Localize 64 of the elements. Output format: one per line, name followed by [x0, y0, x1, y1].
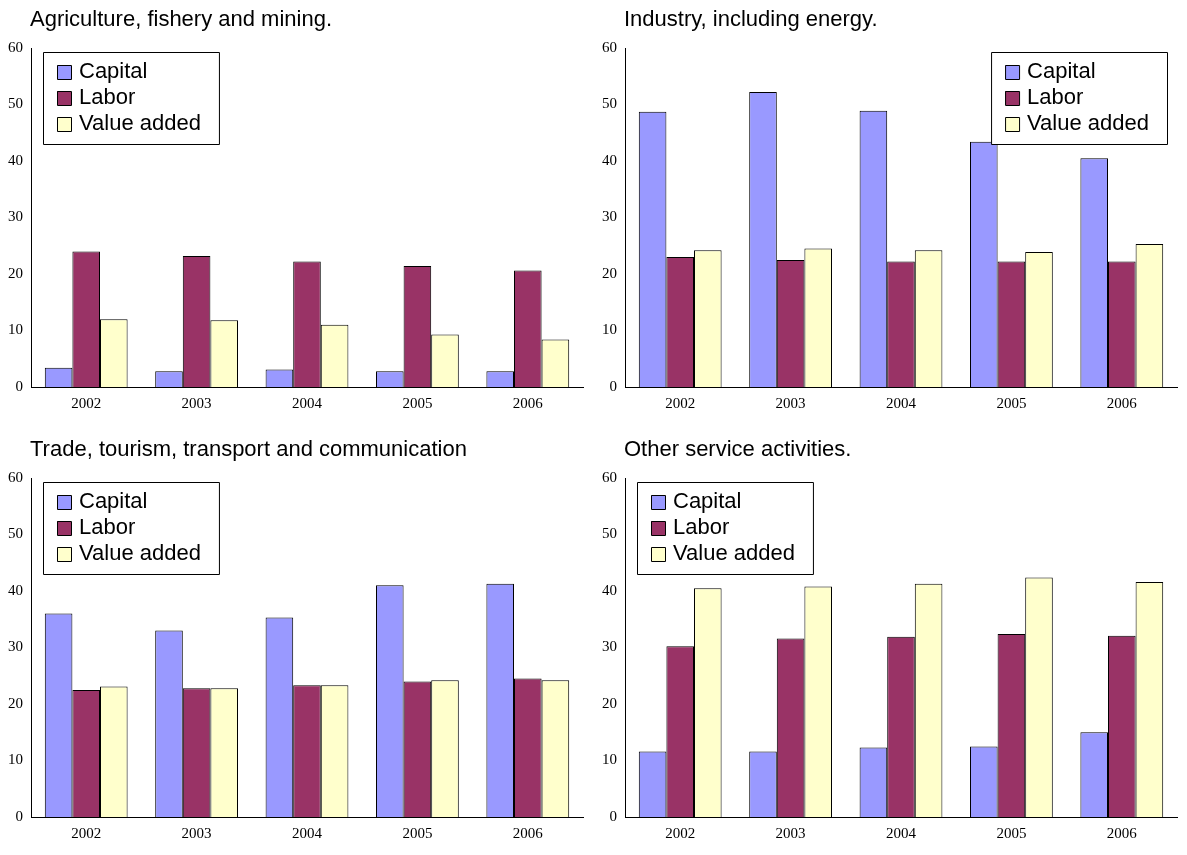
x-tick-label: 2006: [1106, 394, 1138, 411]
legend-label: Capital: [79, 488, 148, 514]
y-tick-label: 60: [8, 468, 23, 485]
y-tick-label: 40: [602, 581, 617, 598]
y-tick-label: 60: [602, 468, 617, 485]
chart-title: Industry, including energy.: [624, 6, 878, 32]
y-tick-label: 10: [602, 751, 617, 768]
y-tick-label: 60: [602, 38, 617, 55]
y-tick-label: 20: [602, 264, 617, 281]
y-tick-label: 0: [15, 807, 23, 824]
y-tick-label: 0: [15, 377, 23, 394]
y-tick-label: 10: [8, 321, 23, 338]
y-tick-label: 30: [8, 638, 23, 655]
legend-label: Capital: [1027, 58, 1096, 84]
chart-title: Trade, tourism, transport and communication: [30, 436, 467, 462]
y-tick-label: 30: [602, 638, 617, 655]
x-tick-label: 2003: [775, 394, 806, 411]
x-tick-label: 2002: [71, 394, 102, 411]
legend-label: Labor: [673, 514, 730, 540]
y-tick-label: 30: [602, 208, 617, 225]
legend-label: Labor: [1027, 84, 1084, 110]
y-tick-label: 40: [8, 581, 23, 598]
x-tick-label: 2003: [181, 394, 212, 411]
legend-label: Capital: [673, 488, 742, 514]
y-tick-label: 50: [602, 95, 617, 112]
y-tick-label: 40: [8, 151, 23, 168]
x-tick-label: 2005: [996, 394, 1027, 411]
x-tick-label: 2006: [512, 394, 544, 411]
legend-label: Labor: [79, 84, 136, 110]
x-tick-label: 2006: [512, 824, 544, 841]
y-tick-label: 50: [602, 525, 617, 542]
x-tick-label: 2004: [292, 824, 323, 841]
x-tick-label: 2006: [1106, 824, 1138, 841]
chart-title: Other service activities.: [624, 436, 852, 462]
y-tick-label: 50: [8, 95, 23, 112]
x-tick-label: 2002: [71, 824, 102, 841]
y-tick-label: 20: [602, 694, 617, 711]
legend-label: Labor: [79, 514, 136, 540]
x-tick-label: 2004: [292, 394, 323, 411]
y-tick-label: 30: [8, 208, 23, 225]
y-tick-label: 10: [602, 321, 617, 338]
chart-title: Agriculture, fishery and mining.: [30, 6, 333, 32]
x-tick-label: 2005: [402, 824, 433, 841]
y-tick-label: 20: [8, 694, 23, 711]
legend-label: Value added: [79, 110, 201, 136]
x-tick-label: 2003: [181, 824, 212, 841]
x-tick-label: 2003: [775, 824, 806, 841]
y-tick-label: 20: [8, 264, 23, 281]
y-tick-label: 10: [8, 751, 23, 768]
y-tick-label: 60: [8, 38, 23, 55]
x-tick-label: 2005: [996, 824, 1027, 841]
y-tick-label: 50: [8, 525, 23, 542]
x-tick-label: 2002: [665, 394, 696, 411]
legend-label: Value added: [79, 540, 201, 566]
legend-label: Value added: [673, 540, 795, 566]
x-tick-label: 2005: [402, 394, 433, 411]
y-tick-label: 0: [609, 377, 617, 394]
x-tick-label: 2004: [886, 394, 917, 411]
x-tick-label: 2004: [886, 824, 917, 841]
y-tick-label: 0: [609, 807, 617, 824]
legend-label: Value added: [1027, 110, 1150, 136]
legend-label: Capital: [79, 58, 148, 84]
x-tick-label: 2002: [665, 824, 696, 841]
y-tick-label: 40: [602, 151, 617, 168]
